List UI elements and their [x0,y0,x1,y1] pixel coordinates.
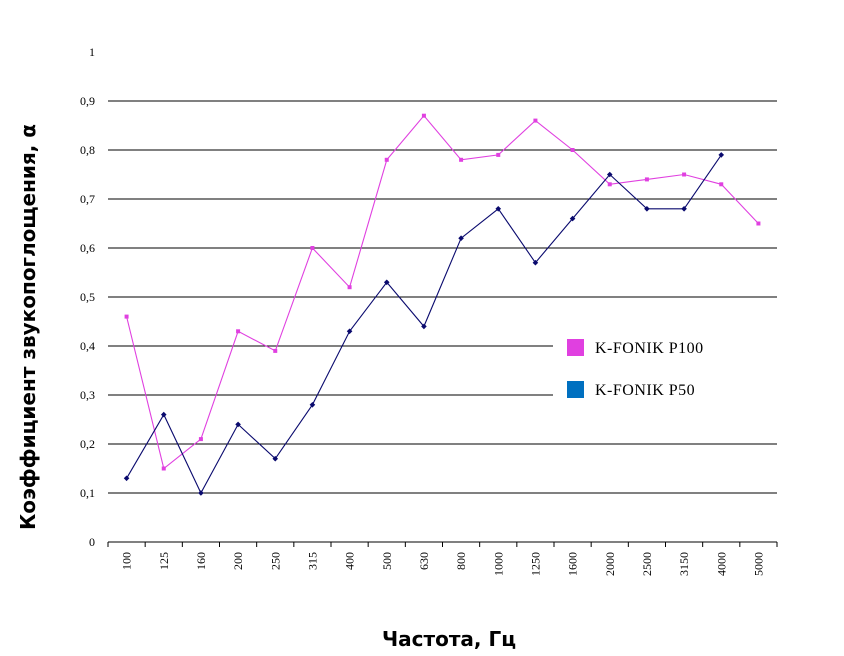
data-point [272,455,279,462]
x-tick-label: 800 [454,552,468,570]
y-tick-label: 0,2 [80,437,95,451]
x-tick-label: 315 [305,552,319,570]
data-point [384,157,389,162]
y-axis-title: Коэффициент звукопоглощения, α [16,124,40,530]
y-tick-label: 0,6 [80,241,95,255]
data-point [569,215,576,222]
data-point [495,206,502,212]
data-point [756,221,761,226]
data-point [160,411,167,418]
series-layer [123,113,761,496]
data-point [235,421,241,428]
data-point [533,118,538,123]
data-point [570,148,575,152]
data-point [496,152,501,157]
y-tick-label: 0,7 [80,192,95,206]
data-point [681,206,687,212]
y-tick-label: 0,8 [80,143,95,157]
x-tick-label: 1250 [528,552,542,576]
gridlines [108,100,777,494]
x-tick-label: 1000 [491,552,505,576]
data-point [606,171,613,178]
x-axis-title: Частота, Гц [382,627,516,651]
data-point [719,182,724,187]
series-k-fonik-p50 [123,152,725,496]
data-point [682,172,687,177]
y-tick-label: 0,4 [80,339,95,353]
x-tick-labels: 100 125 160 200 250 315 400 500 630 800 1000 1250 16… [120,552,766,576]
data-point [198,490,204,496]
x-tick-label: 500 [380,552,394,570]
data-point [161,466,166,471]
x-tick-label: 3150 [677,552,691,576]
data-point [236,329,241,334]
data-point [421,323,427,330]
data-point [532,259,539,266]
x-tick-label: 4000 [714,552,728,576]
axes [107,541,778,547]
data-point [123,475,130,482]
data-point [644,177,649,182]
data-point [644,206,650,212]
series-k-fonik-p100 [124,113,761,471]
data-point [309,402,316,408]
legend-swatch [567,339,584,356]
y-tick-label: 0 [89,535,95,549]
series-line [126,114,759,470]
data-point [607,182,612,187]
legend-swatch [567,381,584,398]
x-tick-label: 250 [268,552,282,570]
data-point [273,348,278,353]
data-point [198,437,203,442]
legend-label: K-FONIK P100 [595,340,704,357]
x-tick-label: 1600 [566,552,580,576]
data-point [383,279,390,286]
y-tick-label: 1 [89,45,95,59]
y-tick-label: 0,3 [80,388,95,402]
y-tick-labels: 0 0,1 0,2 0,3 0,4 0,5 0,6 0,7 0,8 0,9 1 [80,45,95,549]
x-tick-label: 2500 [640,552,654,576]
x-tick-label: 125 [157,552,171,570]
data-point [124,314,129,319]
legend: K-FONIK P100 K-FONIK P50 [553,326,777,399]
x-tick-label: 200 [231,552,245,570]
y-tick-label: 0,5 [80,290,95,304]
data-point [458,235,464,241]
data-point [421,113,426,118]
legend-background [553,326,777,398]
x-tick-label: 630 [417,552,431,570]
data-point [459,157,464,162]
y-tick-label: 0,9 [80,94,95,108]
x-tick-label: 100 [120,552,134,570]
x-tick-label: 400 [343,552,357,570]
data-point [346,328,353,335]
x-tick-label: 5000 [751,552,765,576]
data-point [310,246,315,250]
x-tick-label: 2000 [603,552,617,576]
data-point [347,285,352,290]
x-tick-label: 160 [194,552,208,570]
y-tick-label: 0,1 [80,486,95,500]
data-point [718,152,725,158]
legend-label: K-FONIK P50 [595,382,695,399]
